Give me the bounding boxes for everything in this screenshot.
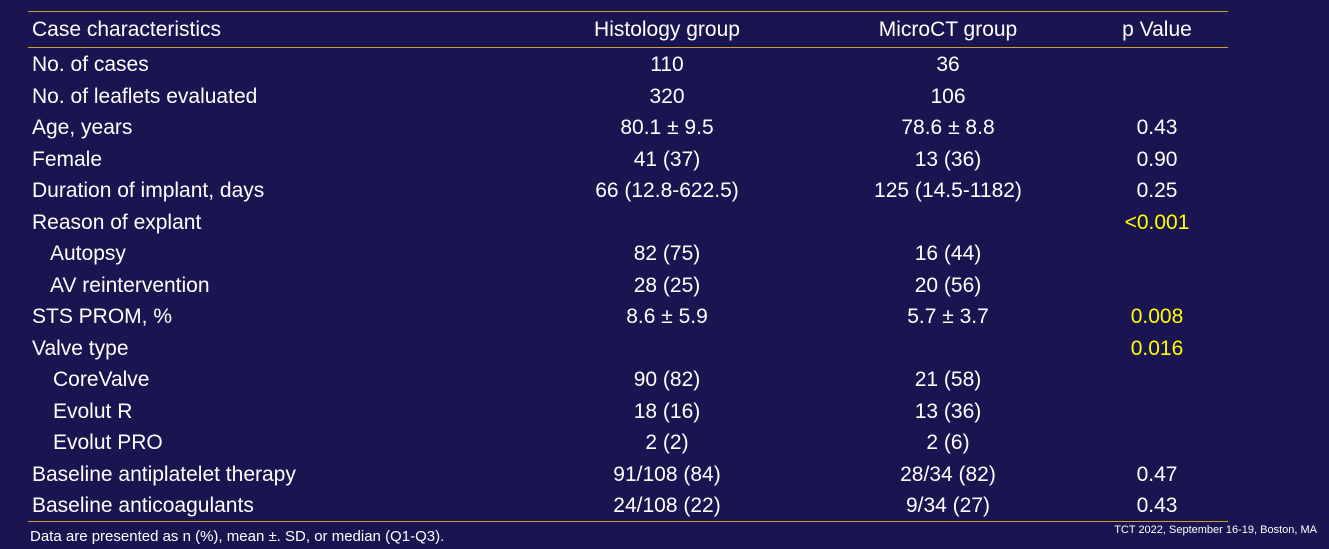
table-header-rule — [28, 47, 1228, 48]
microct-value — [848, 333, 1048, 364]
histology-value: 82 (75) — [567, 238, 767, 269]
p-value: <0.001 — [1087, 207, 1227, 238]
header-p-value: p Value — [1087, 14, 1227, 45]
p-value — [1087, 238, 1227, 269]
microct-value: 28/34 (82) — [848, 459, 1048, 490]
p-value: 0.43 — [1087, 112, 1227, 143]
row-label: CoreValve — [53, 364, 150, 395]
microct-value: 106 — [848, 81, 1048, 112]
row-label: STS PROM, % — [32, 301, 172, 332]
table-top-rule — [28, 11, 1228, 12]
row-label: Reason of explant — [32, 207, 201, 238]
microct-value: 20 (56) — [848, 270, 1048, 301]
histology-value: 28 (25) — [567, 270, 767, 301]
table-row: Reason of explant <0.001 — [0, 207, 1329, 238]
p-value: 0.47 — [1087, 459, 1227, 490]
row-label: Valve type — [32, 333, 129, 364]
row-label: AV reintervention — [50, 270, 210, 301]
histology-value: 24/108 (22) — [567, 490, 767, 521]
table-row: Female 41 (37) 13 (36) 0.90 — [0, 144, 1329, 175]
table-row: Evolut R 18 (16) 13 (36) — [0, 396, 1329, 427]
row-label: Baseline antiplatelet therapy — [32, 459, 296, 490]
p-value — [1087, 364, 1227, 395]
row-label: Baseline anticoagulants — [32, 490, 254, 521]
table-row: AV reintervention 28 (25) 20 (56) — [0, 270, 1329, 301]
histology-value: 320 — [567, 81, 767, 112]
row-label: Evolut PRO — [53, 427, 163, 458]
histology-value: 80.1 ± 9.5 — [567, 112, 767, 143]
microct-value: 16 (44) — [848, 238, 1048, 269]
histology-value: 2 (2) — [567, 427, 767, 458]
histology-value: 110 — [567, 49, 767, 80]
p-value: 0.008 — [1087, 301, 1227, 332]
row-label: Evolut R — [53, 396, 132, 427]
microct-value: 125 (14.5-1182) — [848, 175, 1048, 206]
row-label: No. of cases — [32, 49, 149, 80]
microct-value: 5.7 ± 3.7 — [848, 301, 1048, 332]
microct-value: 78.6 ± 8.8 — [848, 112, 1048, 143]
p-value — [1087, 49, 1227, 80]
table-row: CoreValve 90 (82) 21 (58) — [0, 364, 1329, 395]
p-value: 0.43 — [1087, 490, 1227, 521]
table-footnote: Data are presented as n (%), mean ±. SD,… — [30, 527, 444, 547]
table-row: Age, years 80.1 ± 9.5 78.6 ± 8.8 0.43 — [0, 112, 1329, 143]
header-histology-group: Histology group — [567, 14, 767, 45]
microct-value: 36 — [848, 49, 1048, 80]
microct-value: 9/34 (27) — [848, 490, 1048, 521]
table-row: Evolut PRO 2 (2) 2 (6) — [0, 427, 1329, 458]
microct-value: 13 (36) — [848, 396, 1048, 427]
header-microct-group: MicroCT group — [848, 14, 1048, 45]
table-header-row: Case characteristics Histology group Mic… — [0, 14, 1329, 45]
p-value — [1087, 270, 1227, 301]
microct-value: 13 (36) — [848, 144, 1048, 175]
conference-source-label: TCT 2022, September 16-19, Boston, MA — [1114, 523, 1317, 537]
table-row: No. of leaflets evaluated 320 106 — [0, 81, 1329, 112]
table-row: Baseline anticoagulants 24/108 (22) 9/34… — [0, 490, 1329, 521]
histology-value: 91/108 (84) — [567, 459, 767, 490]
row-label: Duration of implant, days — [32, 175, 264, 206]
histology-value — [567, 333, 767, 364]
histology-value: 66 (12.8-622.5) — [567, 175, 767, 206]
p-value — [1087, 427, 1227, 458]
row-label: Autopsy — [50, 238, 126, 269]
table-bottom-rule — [28, 521, 1228, 522]
p-value: 0.25 — [1087, 175, 1227, 206]
p-value — [1087, 396, 1227, 427]
p-value: 0.90 — [1087, 144, 1227, 175]
histology-value: 18 (16) — [567, 396, 767, 427]
row-label: No. of leaflets evaluated — [32, 81, 257, 112]
p-value — [1087, 81, 1227, 112]
microct-value: 21 (58) — [848, 364, 1048, 395]
row-label: Age, years — [32, 112, 132, 143]
row-label: Female — [32, 144, 102, 175]
table-row: STS PROM, % 8.6 ± 5.9 5.7 ± 3.7 0.008 — [0, 301, 1329, 332]
microct-value — [848, 207, 1048, 238]
microct-value: 2 (6) — [848, 427, 1048, 458]
histology-value: 41 (37) — [567, 144, 767, 175]
table-row: Valve type 0.016 — [0, 333, 1329, 364]
table-row: No. of cases 110 36 — [0, 49, 1329, 80]
table-row: Duration of implant, days 66 (12.8-622.5… — [0, 175, 1329, 206]
table-row: Baseline antiplatelet therapy 91/108 (84… — [0, 459, 1329, 490]
table-row: Autopsy 82 (75) 16 (44) — [0, 238, 1329, 269]
histology-value: 8.6 ± 5.9 — [567, 301, 767, 332]
p-value: 0.016 — [1087, 333, 1227, 364]
histology-value: 90 (82) — [567, 364, 767, 395]
histology-value — [567, 207, 767, 238]
header-case-characteristics: Case characteristics — [32, 14, 221, 45]
